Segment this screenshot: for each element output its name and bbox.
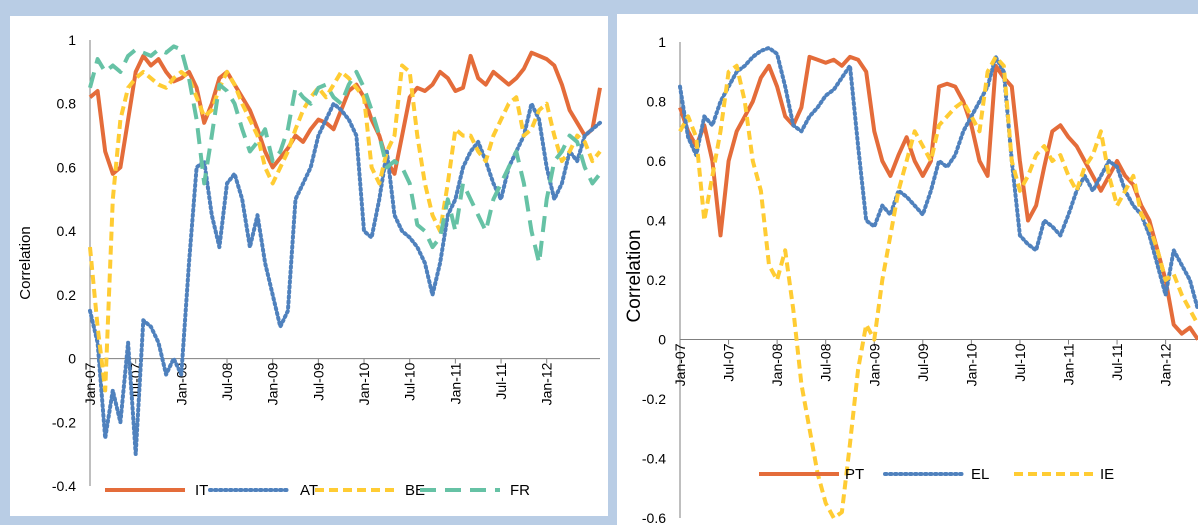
- y-tick-label: 0.8: [57, 96, 77, 112]
- y-tick-label: 0.6: [647, 153, 667, 169]
- y-tick-label: 0: [658, 332, 666, 348]
- chart-left-panel: -0.4 -0.2 0 0.2 0.4 0.6 0.8 1 Correlation Jan-07 J…: [10, 16, 608, 516]
- y-tick-label: -0.4: [52, 478, 76, 494]
- x-tick-label: Jan-07: [82, 362, 98, 405]
- series-line-at: [88, 101, 602, 457]
- x-tick-label: Jul-11: [1109, 343, 1125, 380]
- series-line-pt: [678, 54, 1198, 341]
- y-tick-label: 0.6: [57, 159, 77, 175]
- y-tick-label: 1: [68, 32, 76, 48]
- y-tick-label: -0.2: [642, 391, 666, 407]
- y-tick-label: 0: [68, 351, 76, 367]
- y-tick-label: -0.6: [642, 510, 666, 525]
- chart-left: -0.4 -0.2 0 0.2 0.4 0.6 0.8 1 Correlation Jan-07 J…: [17, 32, 602, 499]
- x-tick-label: Jan-09: [866, 343, 882, 386]
- legend-label-it: IT: [195, 482, 208, 499]
- x-tick-label: Jan-12: [539, 362, 555, 405]
- legend-label-be: BE: [405, 482, 425, 499]
- x-tick-label: Jan-07: [672, 343, 688, 386]
- legend-label-fr: FR: [510, 482, 530, 499]
- y-tick-label: 0.8: [647, 94, 667, 110]
- y-tick-label: -0.2: [52, 414, 76, 430]
- legend-label-el: EL: [971, 466, 989, 483]
- x-tick-label: Jan-10: [356, 362, 372, 405]
- x-tick-label: Jul-08: [219, 362, 235, 400]
- x-tick-label: Jul-08: [818, 343, 834, 381]
- y-axis-title: Correlation: [17, 226, 34, 299]
- x-tick-label: Jul-07: [721, 343, 737, 381]
- series-line-el: [678, 45, 1198, 312]
- legend-label-at: AT: [300, 482, 318, 499]
- x-tick-label: Jul-11: [493, 362, 509, 399]
- chart-right-panel: -0.6 -0.4 -0.2 0 0.2 0.4 0.6 0.8 1 Correlation Jan…: [617, 14, 1198, 525]
- x-tick-label: Jul-10: [1012, 343, 1028, 381]
- x-tick-label: Jan-10: [963, 343, 979, 386]
- series-line-ie: [678, 54, 1198, 520]
- x-tick-label: Jan-08: [769, 343, 785, 386]
- series-line-fr: [88, 44, 602, 265]
- legend-label-pt: PT: [845, 466, 864, 483]
- y-tick-label: 0.4: [647, 213, 667, 229]
- series-line-it: [88, 50, 602, 176]
- y-tick-label: 0.2: [57, 287, 77, 303]
- y-tick-label: 0.2: [647, 272, 667, 288]
- series-line-be: [88, 63, 602, 393]
- x-tick-label: Jul-09: [915, 343, 931, 381]
- x-tick-label: Jan-09: [265, 362, 281, 405]
- y-tick-label: 0.4: [57, 223, 77, 239]
- chart-right: -0.6 -0.4 -0.2 0 0.2 0.4 0.6 0.8 1 Correlation Jan…: [624, 34, 1198, 525]
- y-axis-title: Correlation: [624, 230, 645, 323]
- x-tick-label: Jan-12: [1158, 343, 1174, 386]
- x-tick-label: Jan-08: [173, 362, 189, 405]
- x-tick-label: Jan-11: [447, 362, 463, 404]
- y-tick-label: -0.4: [642, 451, 666, 467]
- legend-label-ie: IE: [1100, 466, 1114, 483]
- y-tick-label: 1: [658, 34, 666, 50]
- x-tick-label: Jul-09: [310, 362, 326, 400]
- x-tick-label: Jan-11: [1061, 343, 1077, 385]
- x-tick-label: Jul-10: [402, 362, 418, 400]
